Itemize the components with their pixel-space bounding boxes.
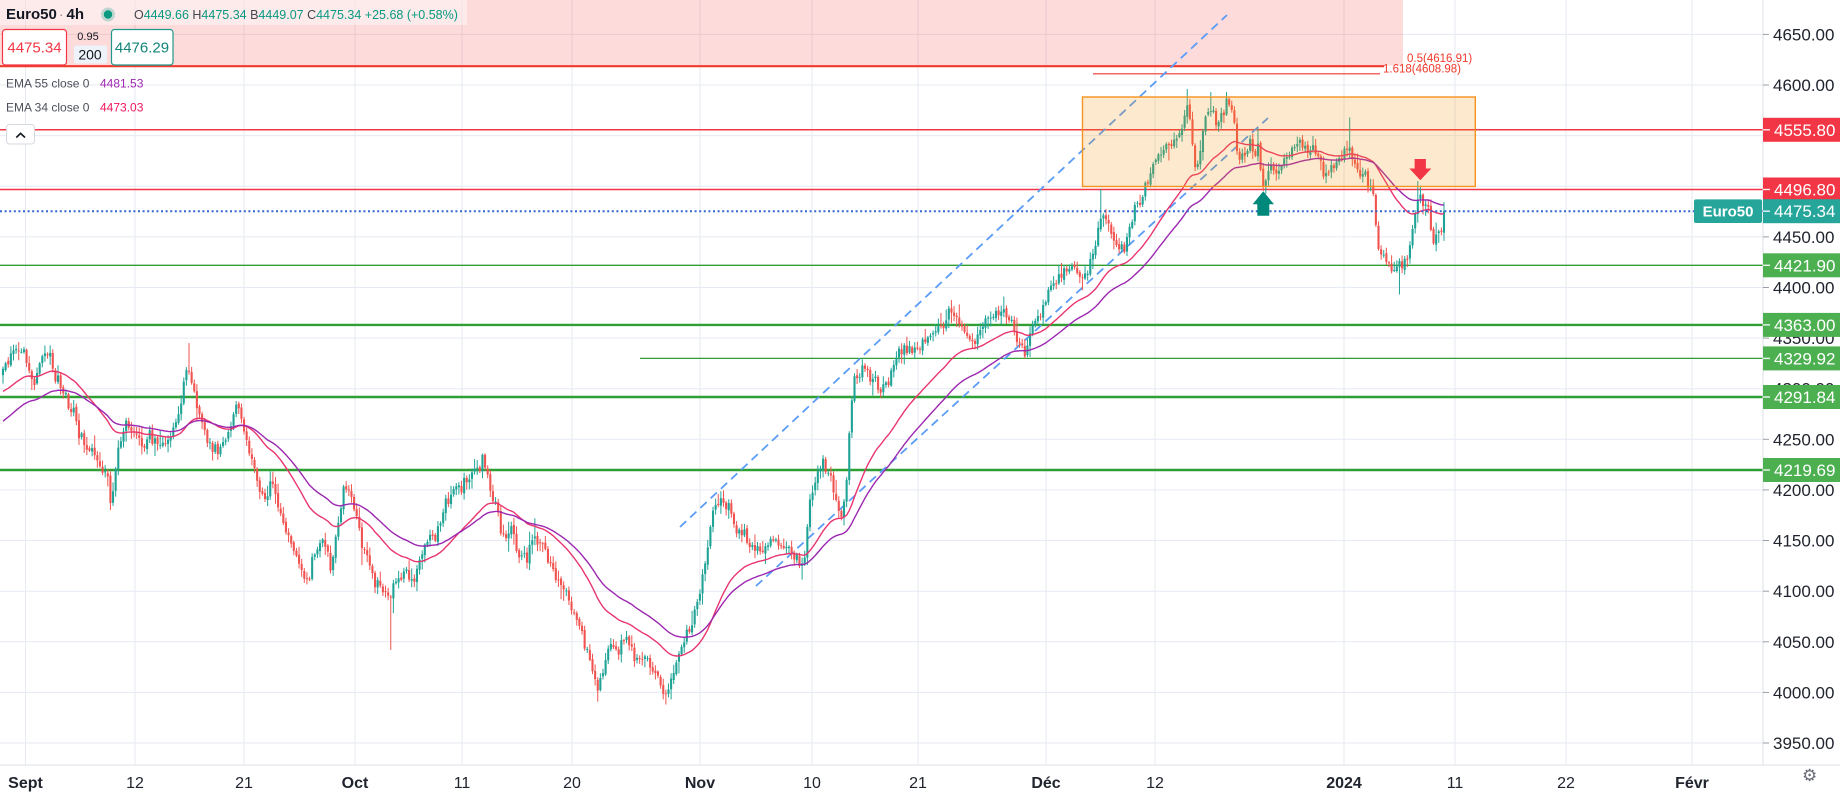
svg-text:2024: 2024 bbox=[1326, 775, 1362, 792]
svg-text:EMA 55 close 0: EMA 55 close 0 bbox=[6, 77, 90, 91]
svg-text:4400.00: 4400.00 bbox=[1773, 279, 1834, 298]
svg-text:4496.80: 4496.80 bbox=[1774, 181, 1835, 200]
svg-text:21: 21 bbox=[235, 775, 253, 792]
svg-text:4600.00: 4600.00 bbox=[1773, 76, 1834, 95]
svg-text:4476.29: 4476.29 bbox=[115, 40, 169, 57]
svg-text:22: 22 bbox=[1557, 775, 1575, 792]
svg-text:Févr: Févr bbox=[1675, 775, 1709, 792]
svg-text:12: 12 bbox=[1146, 775, 1164, 792]
svg-text:4363.00: 4363.00 bbox=[1774, 316, 1835, 335]
svg-text:Nov: Nov bbox=[685, 775, 715, 792]
svg-text:4h: 4h bbox=[67, 6, 85, 23]
svg-text:Euro50: Euro50 bbox=[6, 6, 57, 23]
svg-text:4650.00: 4650.00 bbox=[1773, 25, 1834, 44]
svg-text:4200.00: 4200.00 bbox=[1773, 481, 1834, 500]
svg-text:3950.00: 3950.00 bbox=[1773, 734, 1834, 753]
svg-text:4050.00: 4050.00 bbox=[1773, 633, 1834, 652]
svg-text:200: 200 bbox=[78, 47, 102, 63]
svg-text:0.5(4616.91): 0.5(4616.91) bbox=[1407, 53, 1472, 65]
svg-text:4100.00: 4100.00 bbox=[1773, 582, 1834, 601]
svg-text:4481.53: 4481.53 bbox=[100, 77, 144, 91]
svg-text:12: 12 bbox=[126, 775, 144, 792]
svg-text:⚙: ⚙ bbox=[1802, 766, 1817, 785]
svg-text:4329.92: 4329.92 bbox=[1774, 349, 1835, 368]
svg-text:O4449.66 H4475.34 B4449.07 C44: O4449.66 H4475.34 B4449.07 C4475.34 +25.… bbox=[134, 8, 458, 22]
svg-text:4250.00: 4250.00 bbox=[1773, 430, 1834, 449]
svg-text:20: 20 bbox=[563, 775, 581, 792]
svg-text:4150.00: 4150.00 bbox=[1773, 532, 1834, 551]
svg-text:·: · bbox=[59, 7, 63, 22]
svg-text:4291.84: 4291.84 bbox=[1774, 388, 1835, 407]
svg-text:4000.00: 4000.00 bbox=[1773, 683, 1834, 702]
svg-text:11: 11 bbox=[1447, 775, 1464, 792]
svg-text:11: 11 bbox=[454, 775, 471, 792]
svg-text:4475.34: 4475.34 bbox=[1774, 202, 1835, 221]
svg-text:10: 10 bbox=[803, 775, 821, 792]
svg-text:Oct: Oct bbox=[342, 775, 369, 792]
svg-text:4473.03: 4473.03 bbox=[100, 101, 144, 115]
svg-text:Déc: Déc bbox=[1031, 775, 1060, 792]
svg-text:4219.69: 4219.69 bbox=[1774, 461, 1835, 480]
svg-text:4555.80: 4555.80 bbox=[1774, 121, 1835, 140]
svg-text:4450.00: 4450.00 bbox=[1773, 228, 1834, 247]
svg-text:Sept: Sept bbox=[8, 775, 43, 792]
svg-text:1.618(4608.98): 1.618(4608.98) bbox=[1383, 64, 1461, 76]
svg-text:Euro50: Euro50 bbox=[1703, 204, 1754, 221]
svg-text:4421.90: 4421.90 bbox=[1774, 256, 1835, 275]
svg-text:21: 21 bbox=[909, 775, 927, 792]
svg-text:4475.34: 4475.34 bbox=[7, 40, 61, 57]
svg-text:EMA 34 close 0: EMA 34 close 0 bbox=[6, 101, 90, 115]
svg-text:0.95: 0.95 bbox=[77, 31, 98, 43]
